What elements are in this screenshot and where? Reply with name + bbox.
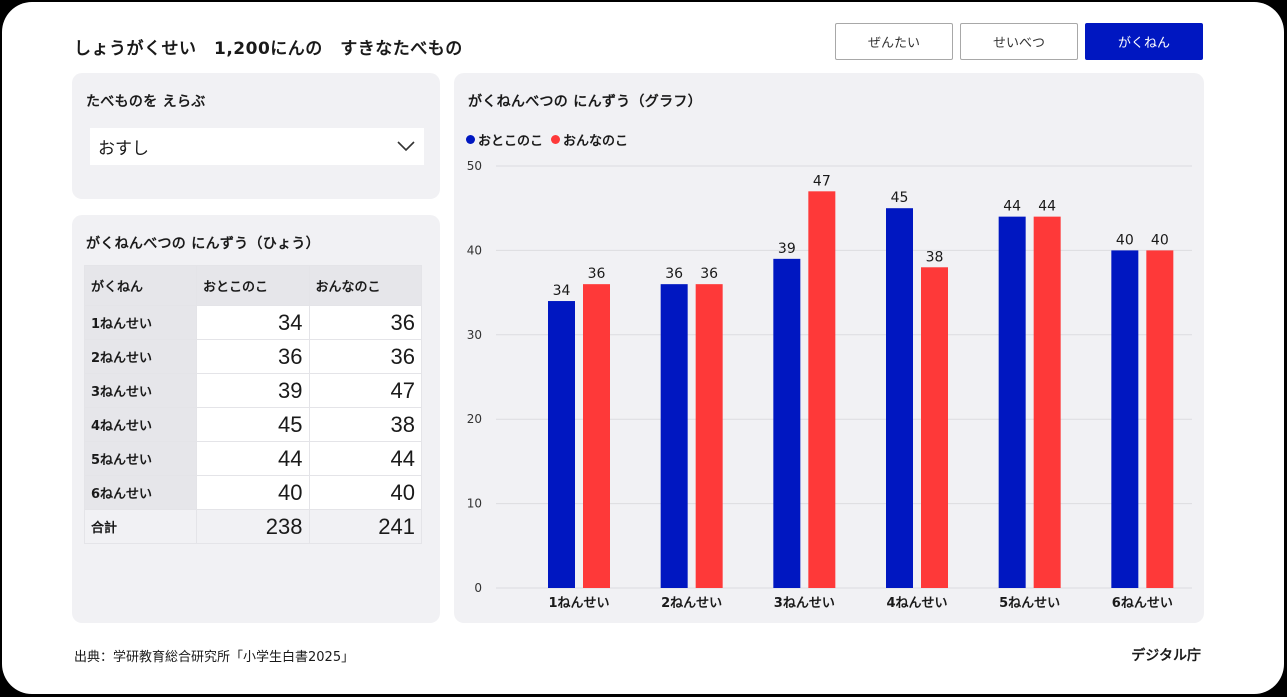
grade-chart-panel: がくねんべつの にんずう（グラフ） おとこのこ おんなのこ 0 10 20 30 40 5… — [454, 73, 1204, 623]
table-row: 6ねんせい 40 40 — [84, 475, 422, 510]
y-tick-label: 40 — [467, 243, 482, 257]
data-label: 36 — [700, 266, 718, 282]
table-row: 5ねんせい 44 44 — [84, 441, 422, 476]
brand-logo: デジタル庁 — [1131, 648, 1201, 664]
column-header-girls: おんなのこ — [308, 265, 422, 306]
data-label: 45 — [891, 190, 909, 206]
legend-item-boys: おとこのこ — [466, 130, 543, 149]
girls-count: 44 — [308, 441, 422, 476]
food-selector-title: たべものを えらぶ — [86, 94, 206, 110]
y-tick-label: 30 — [467, 328, 482, 342]
food-select[interactable]: おすし — [90, 128, 424, 165]
girls-count: 38 — [308, 407, 422, 442]
boys-count: 36 — [196, 339, 310, 374]
legend-dot-boys — [466, 135, 475, 144]
data-label: 36 — [588, 266, 606, 282]
table-header-row: がくねん おとこのこ おんなのこ — [84, 265, 422, 306]
x-tick-label: 5ねんせい — [999, 596, 1060, 611]
row-label: 5ねんせい — [84, 441, 197, 476]
y-tick-label: 0 — [474, 581, 482, 595]
boys-count: 39 — [196, 373, 310, 408]
row-label: 3ねんせい — [84, 373, 197, 408]
data-label: 36 — [665, 266, 683, 282]
chart-legend: おとこのこ おんなのこ — [466, 130, 628, 149]
view-tabs: ぜんたい せいべつ がくねん — [835, 23, 1203, 60]
bar-girls — [808, 191, 836, 588]
grade-table-panel: がくねんべつの にんずう（ひょう） がくねん おとこのこ おんなのこ 1ねんせい… — [72, 215, 440, 623]
bar-boys — [660, 284, 688, 588]
x-tick-label: 1ねんせい — [548, 596, 609, 611]
bar-boys — [998, 216, 1026, 588]
legend-item-girls: おんなのこ — [551, 130, 628, 149]
bar-girls — [583, 284, 610, 588]
bar-boys — [1111, 250, 1139, 588]
girls-count: 47 — [308, 373, 422, 408]
bar-girls — [1033, 216, 1061, 588]
row-label: 1ねんせい — [84, 305, 197, 340]
table-total-row: 合計 238 241 — [84, 509, 422, 544]
girls-count: 36 — [308, 339, 422, 374]
tab-grade[interactable]: がくねん — [1085, 23, 1203, 60]
legend-dot-girls — [551, 135, 561, 144]
boys-count: 44 — [196, 441, 310, 476]
data-label: 40 — [1116, 232, 1134, 248]
bar-girls — [1146, 250, 1174, 588]
legend-label-girls: おんなのこ — [563, 134, 629, 149]
data-label: 44 — [1038, 199, 1056, 215]
bar-chart: 0 10 20 30 40 50 34 36 1ねんせい 36 36 2ねんせい 39 47 3ねんせい 45… — [467, 159, 1192, 611]
bar-boys — [886, 208, 913, 588]
data-label: 47 — [813, 173, 831, 189]
data-label: 40 — [1151, 232, 1169, 248]
bar-girls — [921, 267, 948, 588]
food-select-value: おすし — [98, 139, 149, 159]
grade-table-title: がくねんべつの にんずう（ひょう） — [86, 236, 320, 252]
y-tick-label: 50 — [467, 159, 482, 173]
boys-count: 45 — [196, 407, 310, 442]
column-header-grade: がくねん — [84, 265, 197, 306]
tab-gender[interactable]: せいべつ — [960, 23, 1078, 60]
x-tick-label: 2ねんせい — [661, 596, 722, 611]
boys-count: 40 — [196, 475, 310, 510]
y-tick-label: 20 — [467, 412, 482, 426]
x-tick-label: 3ねんせい — [774, 596, 835, 611]
table-row: 3ねんせい 39 47 — [84, 373, 422, 408]
table-row: 1ねんせい 34 36 — [84, 305, 422, 340]
source-note: 出典：学研教育総合研究所「小学生白書2025」 — [74, 650, 355, 665]
grade-chart-title: がくねんべつの にんずう（グラフ） — [468, 94, 702, 110]
tab-overall[interactable]: ぜんたい — [835, 23, 953, 60]
data-label: 38 — [926, 249, 944, 265]
girls-count: 40 — [308, 475, 422, 510]
boys-total: 238 — [196, 509, 310, 544]
girls-total: 241 — [308, 509, 422, 544]
bar-girls — [695, 284, 723, 588]
boys-count: 34 — [196, 305, 310, 340]
table-row: 4ねんせい 45 38 — [84, 407, 422, 442]
row-label: 6ねんせい — [84, 475, 197, 510]
data-label: 44 — [1003, 199, 1021, 215]
table-row: 2ねんせい 36 36 — [84, 339, 422, 374]
column-header-boys: おとこのこ — [196, 265, 310, 306]
page-title: しょうがくせい 1,200にんの すきなたべもの — [74, 39, 463, 59]
row-label: 2ねんせい — [84, 339, 197, 374]
x-tick-label: 6ねんせい — [1112, 596, 1173, 611]
legend-label-boys: おとこのこ — [478, 134, 544, 149]
bar-boys — [773, 258, 801, 588]
row-label: 4ねんせい — [84, 407, 197, 442]
data-label: 39 — [778, 241, 796, 257]
grade-table: がくねん おとこのこ おんなのこ 1ねんせい 34 36 2ねんせい 36 36… — [84, 265, 422, 544]
y-tick-label: 10 — [467, 497, 482, 511]
food-selector-panel: たべものを えらぶ おすし — [72, 73, 440, 199]
girls-count: 36 — [308, 305, 422, 340]
bar-boys — [548, 301, 575, 588]
chevron-down-icon — [397, 141, 415, 152]
total-label: 合計 — [84, 509, 197, 544]
data-label: 34 — [553, 283, 571, 299]
x-tick-label: 4ねんせい — [886, 596, 947, 611]
